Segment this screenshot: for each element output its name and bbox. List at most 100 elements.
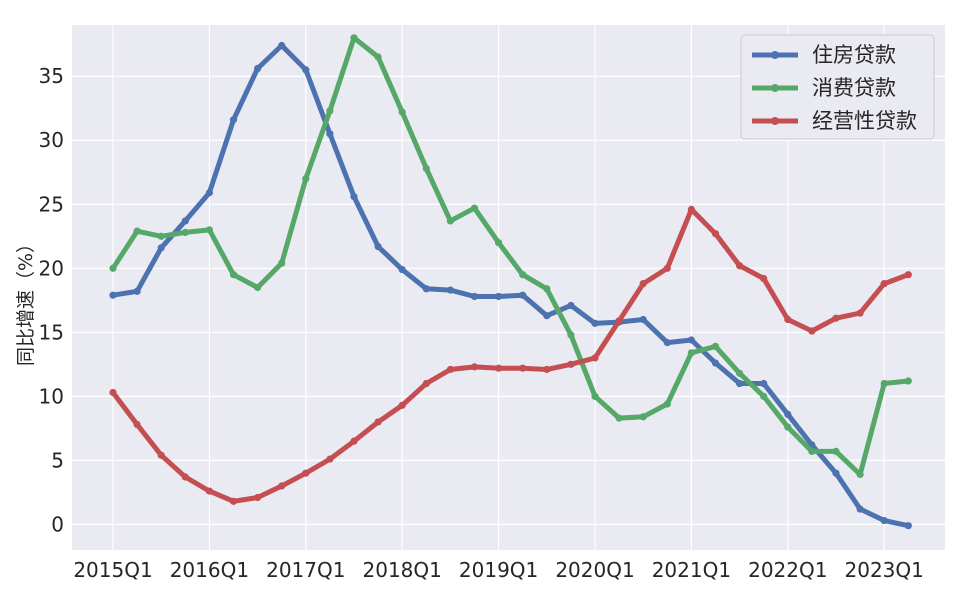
y-tick-label: 0 bbox=[51, 512, 64, 536]
y-tick-label: 5 bbox=[51, 448, 64, 472]
data-point bbox=[615, 317, 623, 325]
data-point bbox=[470, 204, 479, 212]
data-point bbox=[519, 291, 527, 299]
data-point bbox=[808, 447, 816, 456]
data-point bbox=[519, 364, 527, 372]
data-point bbox=[760, 379, 768, 388]
data-point bbox=[543, 312, 551, 320]
data-point bbox=[205, 226, 213, 234]
data-point bbox=[278, 259, 286, 267]
data-point bbox=[711, 230, 720, 238]
data-point bbox=[856, 505, 864, 513]
data-point bbox=[446, 286, 454, 294]
legend-label-consumer: 消费贷款 bbox=[812, 76, 896, 100]
legend-marker-consumer bbox=[771, 84, 779, 92]
data-point bbox=[687, 349, 696, 357]
data-point bbox=[904, 522, 912, 530]
data-point bbox=[495, 292, 503, 301]
data-point bbox=[181, 473, 189, 481]
data-point bbox=[109, 388, 117, 397]
data-point bbox=[278, 482, 286, 490]
data-point bbox=[157, 244, 165, 252]
x-tick-label: 2020Q1 bbox=[555, 558, 634, 582]
x-tick-label: 2021Q1 bbox=[652, 558, 731, 582]
data-point bbox=[567, 301, 575, 310]
data-point bbox=[374, 242, 382, 251]
x-tick-label: 2015Q1 bbox=[73, 558, 152, 582]
data-point bbox=[350, 192, 358, 201]
data-point bbox=[904, 271, 912, 279]
data-point bbox=[157, 232, 165, 240]
data-point bbox=[760, 274, 768, 283]
data-point bbox=[229, 116, 238, 124]
data-point bbox=[350, 437, 358, 445]
data-point bbox=[784, 315, 792, 324]
series-line-2 bbox=[110, 206, 911, 504]
legend-label-business: 经营性贷款 bbox=[812, 109, 917, 133]
data-point bbox=[326, 455, 334, 463]
data-point bbox=[904, 377, 912, 385]
data-point bbox=[736, 379, 744, 388]
data-point bbox=[856, 470, 864, 479]
data-point bbox=[205, 487, 213, 495]
data-point bbox=[880, 280, 888, 288]
legend-box bbox=[740, 34, 935, 140]
data-point bbox=[422, 164, 430, 173]
data-point bbox=[398, 401, 406, 409]
x-tick-label: 2022Q1 bbox=[748, 558, 827, 582]
y-tick-label: 15 bbox=[39, 320, 64, 344]
data-point bbox=[374, 53, 382, 61]
data-point bbox=[736, 262, 744, 270]
data-point bbox=[639, 413, 647, 421]
data-point bbox=[302, 66, 310, 74]
data-point bbox=[181, 228, 189, 237]
data-point bbox=[495, 364, 503, 372]
data-point bbox=[302, 175, 310, 183]
data-point bbox=[736, 369, 744, 377]
data-point bbox=[856, 309, 864, 317]
x-tick-label: 2017Q1 bbox=[266, 558, 345, 582]
data-point bbox=[519, 271, 527, 279]
data-point bbox=[784, 423, 792, 431]
series-line-0 bbox=[110, 43, 911, 529]
data-point bbox=[543, 365, 551, 374]
data-point bbox=[133, 420, 141, 429]
data-point bbox=[470, 292, 479, 301]
data-point bbox=[446, 365, 454, 374]
data-point bbox=[302, 469, 310, 477]
data-point bbox=[687, 205, 696, 213]
data-point bbox=[832, 469, 840, 477]
data-point bbox=[808, 327, 816, 335]
data-point bbox=[254, 283, 262, 292]
legend-label-housing: 住房贷款 bbox=[812, 43, 896, 67]
data-point bbox=[591, 319, 599, 327]
series-layer bbox=[109, 34, 912, 530]
data-point bbox=[446, 217, 454, 225]
legend-marker-business bbox=[771, 117, 779, 125]
data-point bbox=[133, 227, 141, 235]
data-point bbox=[711, 342, 720, 351]
data-point bbox=[567, 360, 575, 368]
y-axis-label: 同比增速（%） bbox=[15, 234, 37, 366]
data-point bbox=[229, 497, 238, 505]
data-point bbox=[350, 34, 358, 42]
data-point bbox=[374, 418, 382, 426]
x-tick-label: 2018Q1 bbox=[363, 558, 442, 582]
data-point bbox=[109, 291, 117, 299]
data-point bbox=[663, 400, 671, 408]
data-point bbox=[784, 410, 792, 418]
data-point bbox=[398, 108, 406, 116]
y-tick-label: 25 bbox=[39, 192, 64, 216]
data-point bbox=[422, 285, 430, 293]
x-tick-labels: 2015Q1 2016Q1 2017Q1 2018Q1 2019Q1 2020Q1 2021… bbox=[73, 558, 924, 582]
data-point bbox=[880, 379, 888, 388]
data-point bbox=[422, 379, 430, 388]
x-tick-label: 2023Q1 bbox=[845, 558, 924, 582]
data-point bbox=[663, 338, 671, 347]
data-point bbox=[663, 264, 671, 272]
data-point bbox=[687, 336, 696, 344]
data-point bbox=[470, 363, 479, 371]
data-point bbox=[832, 447, 840, 456]
x-tick-label: 2016Q1 bbox=[170, 558, 249, 582]
